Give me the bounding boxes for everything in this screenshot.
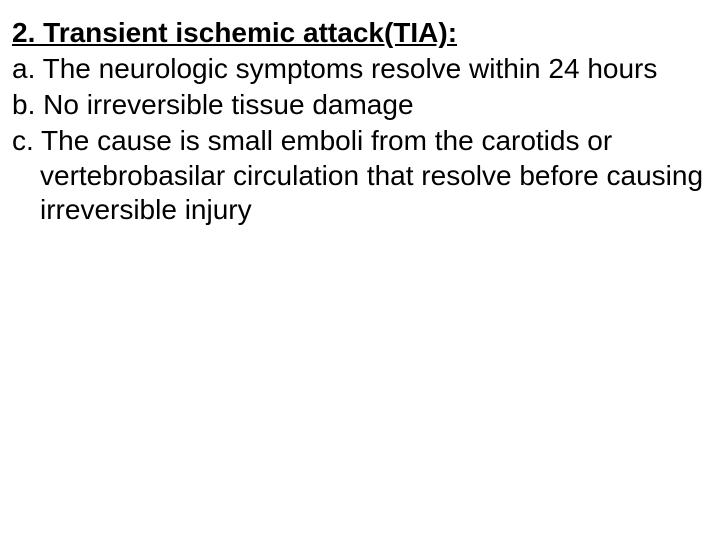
list-item-b: b. No irreversible tissue damage [12,88,710,122]
list-item-c: c. The cause is small emboli from the ca… [12,124,710,226]
section-heading: 2. Transient ischemic attack(TIA): [12,16,710,50]
list-item-a: a. The neurologic symptoms resolve withi… [12,52,710,86]
slide: 2. Transient ischemic attack(TIA): a. Th… [0,0,720,540]
